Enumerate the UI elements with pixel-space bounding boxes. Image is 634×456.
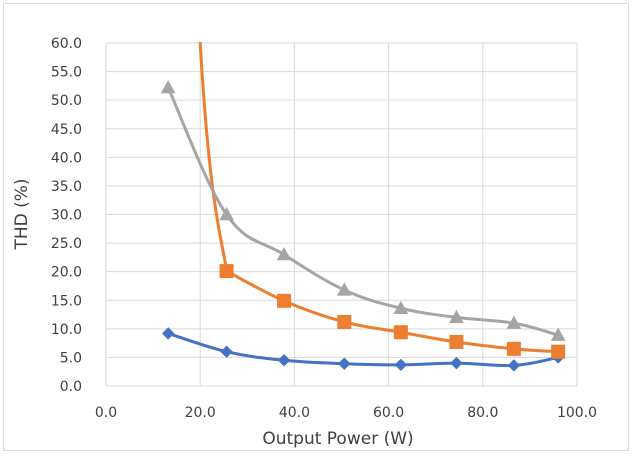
y-tick-label: 45.0	[51, 122, 82, 138]
x-tick-label: 100.0	[557, 405, 597, 421]
x-axis-ticks: 0.0 20.0 40.0 60.0 80.0 100.0	[95, 405, 597, 421]
y-tick-label: 0.0	[60, 379, 82, 395]
data-point	[551, 344, 566, 359]
data-point	[336, 282, 352, 296]
data-point	[550, 327, 566, 341]
y-tick-label: 35.0	[51, 179, 82, 195]
data-point	[277, 293, 292, 308]
y-tick-label: 55.0	[51, 65, 82, 81]
y-axis-ticks: 0.0 5.0 10.0 15.0 20.0 25.0 30.0 35.0 40.0 45.0 50…	[51, 36, 82, 395]
y-tick-label: 5.0	[60, 350, 82, 366]
y-tick-label: 25.0	[51, 236, 82, 252]
y-tick-label: 15.0	[51, 293, 82, 309]
data-point	[449, 334, 464, 349]
data-point	[338, 357, 351, 370]
data-point	[220, 345, 233, 358]
y-tick-label: 40.0	[51, 150, 82, 166]
data-point	[393, 300, 409, 314]
x-axis-title: Output Power (W)	[262, 429, 413, 449]
data-point	[506, 315, 522, 329]
series-group	[160, 42, 566, 372]
x-tick-label: 0.0	[95, 405, 117, 421]
data-point	[219, 206, 234, 221]
y-tick-label: 10.0	[51, 322, 82, 338]
x-tick-label: 80.0	[467, 405, 498, 421]
data-point	[394, 358, 408, 372]
data-point	[219, 264, 234, 279]
data-point	[507, 359, 521, 372]
y-tick-label: 50.0	[51, 93, 82, 109]
data-point	[393, 325, 408, 340]
data-point	[337, 314, 352, 329]
x-tick-label: 60.0	[373, 405, 404, 421]
data-point	[160, 80, 176, 94]
y-axis-title: THD (%)	[12, 178, 32, 250]
data-point	[450, 356, 463, 370]
x-tick-label: 40.0	[279, 405, 310, 421]
x-tick-label: 20.0	[185, 405, 216, 421]
y-tick-label: 20.0	[51, 265, 82, 281]
y-tick-label: 60.0	[51, 36, 82, 52]
y-tick-label: 30.0	[51, 208, 82, 224]
data-point	[276, 246, 292, 261]
chart-area	[3, 3, 629, 451]
data-point	[506, 341, 521, 356]
series-line	[198, 42, 560, 354]
data-point	[277, 354, 291, 367]
gridlines	[105, 42, 578, 387]
data-point	[449, 309, 464, 324]
data-point	[161, 327, 175, 340]
